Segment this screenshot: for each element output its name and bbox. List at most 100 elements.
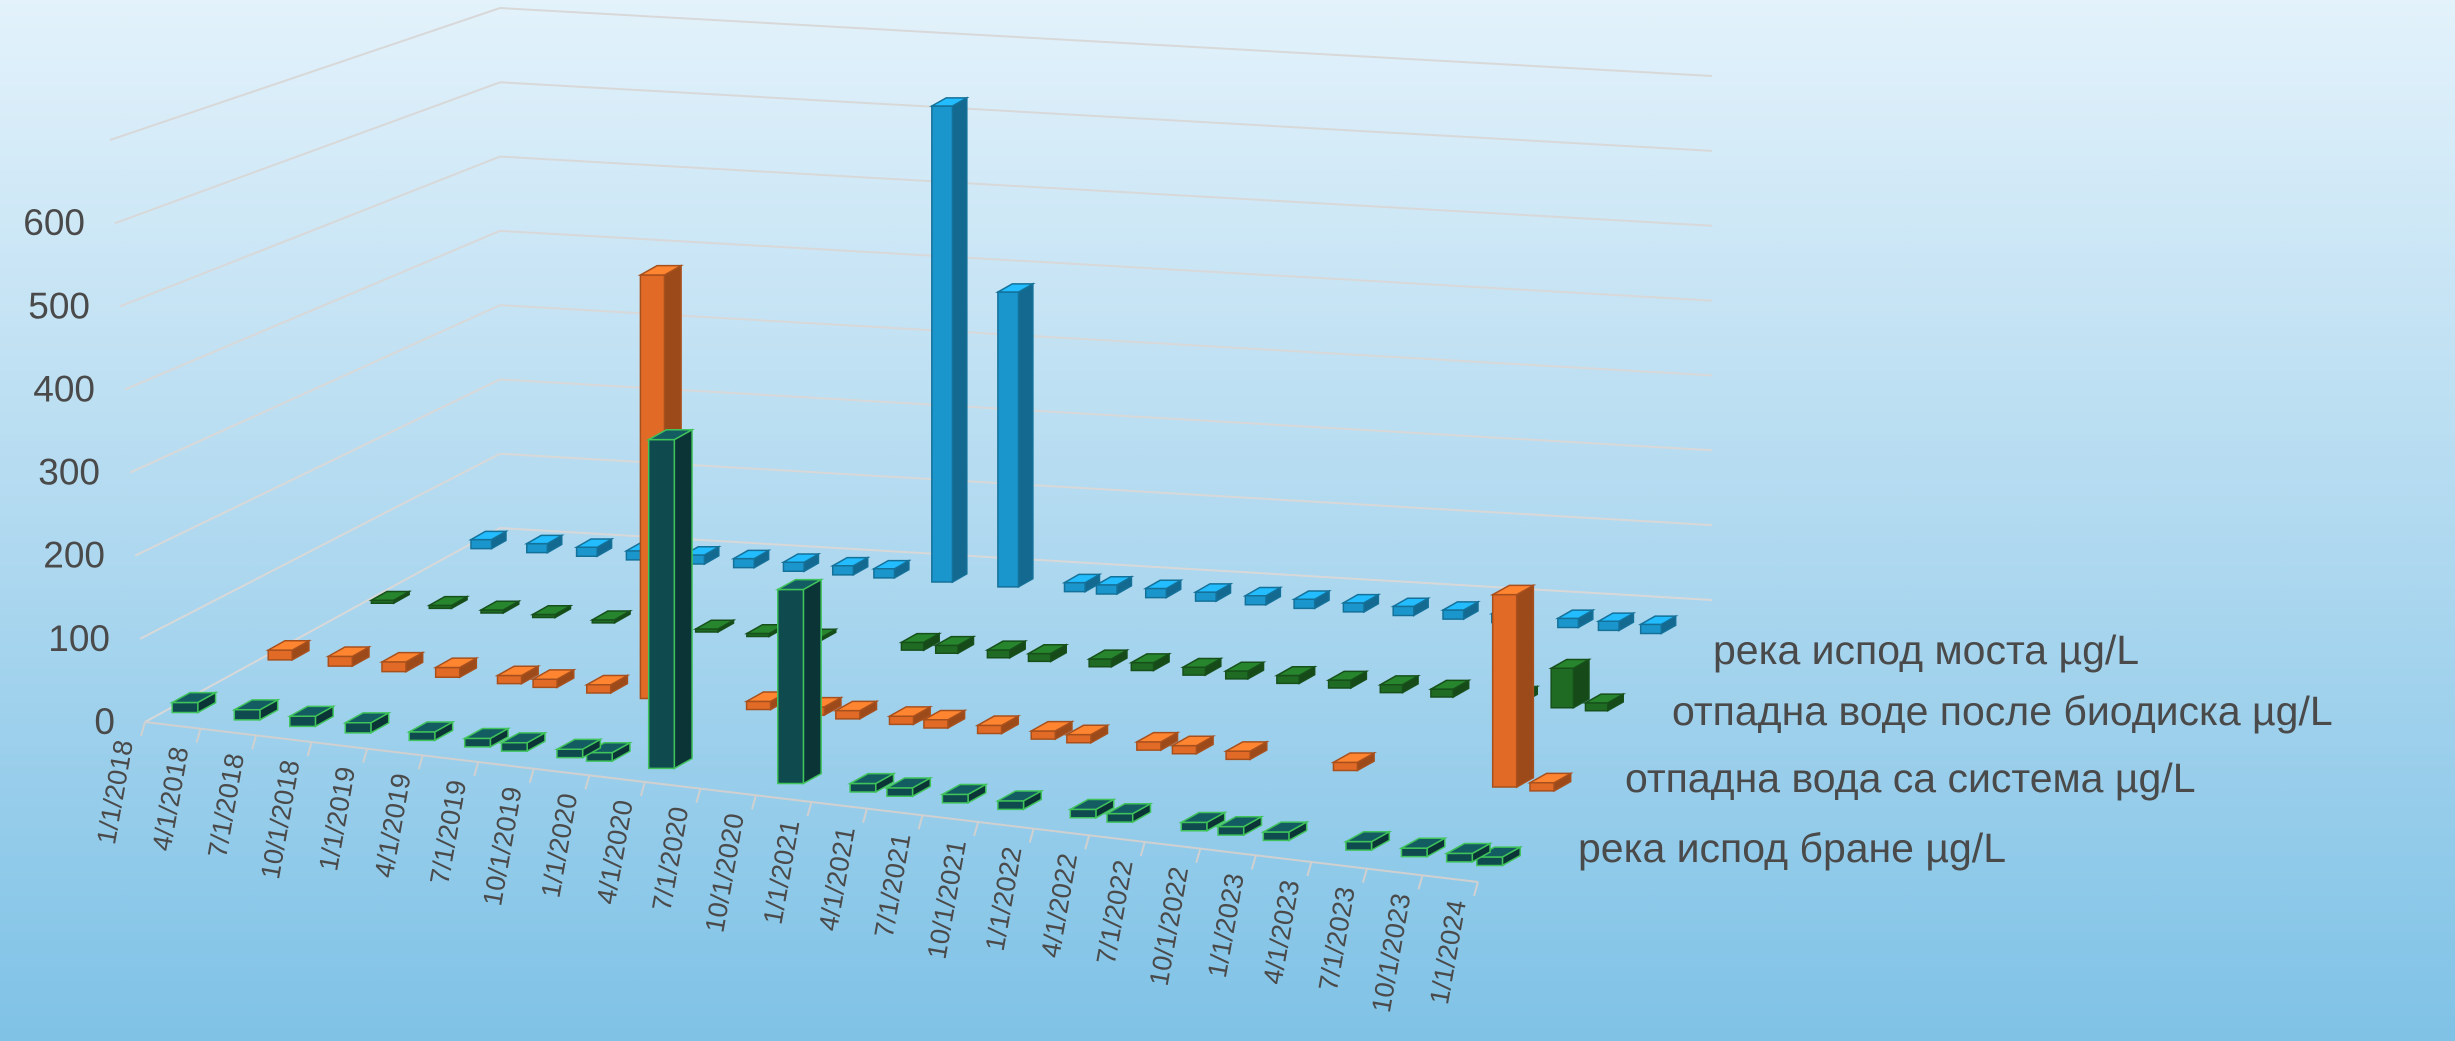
bar-reka-ispod-brane[interactable] xyxy=(1473,845,1524,867)
bar-otpadna-voda-sa-sistema[interactable] xyxy=(832,700,880,721)
bar-reka-ispod-brane[interactable] xyxy=(1104,802,1154,824)
bar-otpadna-voda-posle-biodiska[interactable] xyxy=(1086,648,1130,669)
bar-reka-ispod-mosta[interactable] xyxy=(573,537,615,558)
bar-reka-ispod-mosta[interactable] xyxy=(1440,600,1481,621)
bar-otpadna-voda-posle-biodiska[interactable] xyxy=(1428,679,1472,699)
bar-otpadna-voda-posle-biodiska[interactable] xyxy=(1582,692,1627,713)
bar-otpadna-voda-posle-biodiska[interactable] xyxy=(1548,658,1592,709)
x-tick-label: 10/1/2018 xyxy=(255,758,305,882)
bar-otpadna-voda-posle-biodiska[interactable] xyxy=(529,604,574,619)
bar-otpadna-voda-sa-sistema[interactable] xyxy=(886,705,934,726)
bar-otpadna-voda-posle-biodiska[interactable] xyxy=(1325,670,1370,690)
bar-otpadna-voda-posle-biodiska[interactable] xyxy=(478,599,522,615)
bar-otpadna-voda-posle-biodiska[interactable] xyxy=(1377,674,1421,694)
bar-reka-ispod-brane[interactable] xyxy=(406,720,456,742)
bar-reka-ispod-mosta[interactable] xyxy=(1340,593,1382,614)
bar-reka-ispod-mosta[interactable] xyxy=(1291,589,1332,610)
bar-reka-ispod-brane[interactable] xyxy=(1443,842,1493,864)
bar-reka-ispod-brane[interactable] xyxy=(461,727,512,749)
bar-otpadna-voda-sa-sistema[interactable] xyxy=(1330,751,1377,772)
bar-reka-ispod-mosta[interactable] xyxy=(523,534,565,554)
bar-otpadna-voda-posle-biodiska[interactable] xyxy=(692,618,737,634)
x-tick-label-group: 10/1/2018 xyxy=(255,758,305,882)
x-tick-label-group: 7/1/2021 xyxy=(869,831,917,940)
bar-reka-ispod-brane[interactable] xyxy=(286,705,337,728)
bar-otpadna-voda-sa-sistema[interactable] xyxy=(432,656,480,679)
bar-otpadna-voda-sa-sistema[interactable] xyxy=(494,664,542,685)
bar-otpadna-voda-posle-biodiska[interactable] xyxy=(1180,657,1224,677)
bar-otpadna-voda-sa-sistema[interactable] xyxy=(379,651,426,673)
bar-reka-ispod-brane[interactable] xyxy=(342,711,392,735)
bar-reka-ispod-mosta[interactable] xyxy=(730,549,772,569)
bar-top-face xyxy=(1260,821,1310,833)
bar-reka-ispod-mosta[interactable] xyxy=(995,282,1036,589)
bar-otpadna-voda-posle-biodiska[interactable] xyxy=(589,609,633,625)
bar-reka-ispod-mosta[interactable] xyxy=(468,530,509,550)
bar-reka-ispod-brane[interactable] xyxy=(645,428,695,770)
x-tick-mark xyxy=(1195,848,1202,863)
bar-reka-ispod-brane[interactable] xyxy=(1343,830,1393,852)
bar-top-face xyxy=(1390,597,1432,608)
bar-reka-ispod-brane[interactable] xyxy=(884,776,934,798)
bar-otpadna-voda-posle-biodiska[interactable] xyxy=(984,639,1029,660)
x-tick-label-group: 1/1/2018 xyxy=(91,738,139,847)
bar-otpadna-voda-posle-biodiska[interactable] xyxy=(932,635,977,655)
bar-reka-ispod-mosta[interactable] xyxy=(1637,614,1679,635)
bar-reka-ispod-brane[interactable] xyxy=(1260,820,1310,842)
bar-otpadna-voda-posle-biodiska[interactable] xyxy=(426,595,470,610)
bar-otpadna-voda-sa-sistema[interactable] xyxy=(1063,724,1111,745)
bar-reka-ispod-brane[interactable] xyxy=(995,789,1045,811)
bar-reka-ispod-mosta[interactable] xyxy=(871,559,912,580)
bar-reka-ispod-mosta[interactable] xyxy=(829,556,871,577)
bar-reka-ispod-brane[interactable] xyxy=(169,691,219,714)
bar-otpadna-voda-posle-biodiska[interactable] xyxy=(1128,652,1172,672)
bar-reka-ispod-brane[interactable] xyxy=(1067,798,1117,820)
bar-reka-ispod-mosta[interactable] xyxy=(1093,575,1135,596)
bar-reka-ispod-brane[interactable] xyxy=(498,731,548,753)
bar-reka-ispod-brane[interactable] xyxy=(1215,815,1265,837)
bar-otpadna-voda-sa-sistema[interactable] xyxy=(530,668,577,689)
bar-reka-ispod-brane[interactable] xyxy=(774,578,825,785)
bar-otpadna-voda-posle-biodiska[interactable] xyxy=(898,632,943,652)
bar-top-face xyxy=(426,595,470,607)
bar-otpadna-voda-sa-sistema[interactable] xyxy=(1169,734,1216,756)
bar-otpadna-voda-sa-sistema[interactable] xyxy=(1223,740,1270,761)
bar-reka-ispod-mosta[interactable] xyxy=(1595,611,1637,632)
bar-otpadna-voda-sa-sistema[interactable] xyxy=(1489,584,1537,789)
bar-otpadna-voda-posle-biodiska[interactable] xyxy=(1025,643,1070,663)
series-label-reka-ispod-brane: река испод бране µg/L xyxy=(1578,825,2006,871)
side-gridline xyxy=(114,81,501,225)
bar-otpadna-voda-sa-sistema[interactable] xyxy=(1028,720,1075,741)
bar-otpadna-voda-sa-sistema[interactable] xyxy=(1133,731,1181,752)
bar-front-face xyxy=(900,641,925,651)
bar-reka-ispod-brane[interactable] xyxy=(939,783,989,805)
bar-reka-ispod-mosta[interactable] xyxy=(928,96,970,584)
x-tick-label-group: 10/1/2021 xyxy=(922,838,972,962)
bar-otpadna-voda-sa-sistema[interactable] xyxy=(1527,772,1574,793)
bar-otpadna-voda-sa-sistema[interactable] xyxy=(325,645,372,668)
bar-otpadna-voda-sa-sistema[interactable] xyxy=(921,709,968,730)
bar-otpadna-voda-posle-biodiska[interactable] xyxy=(1274,665,1318,685)
bar-top-face xyxy=(932,635,977,647)
bar-otpadna-voda-posle-biodiska[interactable] xyxy=(368,590,413,605)
bar-otpadna-voda-posle-biodiska[interactable] xyxy=(1222,660,1267,681)
bar-reka-ispod-mosta[interactable] xyxy=(1390,596,1432,617)
bar-reka-ispod-brane[interactable] xyxy=(1398,836,1448,858)
bar-otpadna-voda-sa-sistema[interactable] xyxy=(583,674,631,695)
bar-otpadna-voda-sa-sistema[interactable] xyxy=(265,639,312,662)
bar-front-face xyxy=(1244,594,1267,606)
bar-reka-ispod-brane[interactable] xyxy=(554,738,604,759)
bar-reka-ispod-mosta[interactable] xyxy=(1554,608,1596,629)
bar-reka-ispod-mosta[interactable] xyxy=(1142,579,1184,599)
bar-reka-ispod-mosta[interactable] xyxy=(1242,586,1284,607)
bar-reka-ispod-mosta[interactable] xyxy=(1192,582,1234,603)
bar-reka-ispod-mosta[interactable] xyxy=(1061,573,1103,593)
bar-reka-ispod-brane[interactable] xyxy=(847,772,897,794)
bar-front-face xyxy=(1106,812,1134,823)
bar-top-face xyxy=(898,632,943,644)
bar-reka-ispod-brane[interactable] xyxy=(1178,811,1228,833)
bar-otpadna-voda-sa-sistema[interactable] xyxy=(974,714,1022,735)
bar-reka-ispod-mosta[interactable] xyxy=(780,552,822,573)
bar-front-face xyxy=(831,565,855,576)
bar-reka-ispod-brane[interactable] xyxy=(231,698,281,722)
